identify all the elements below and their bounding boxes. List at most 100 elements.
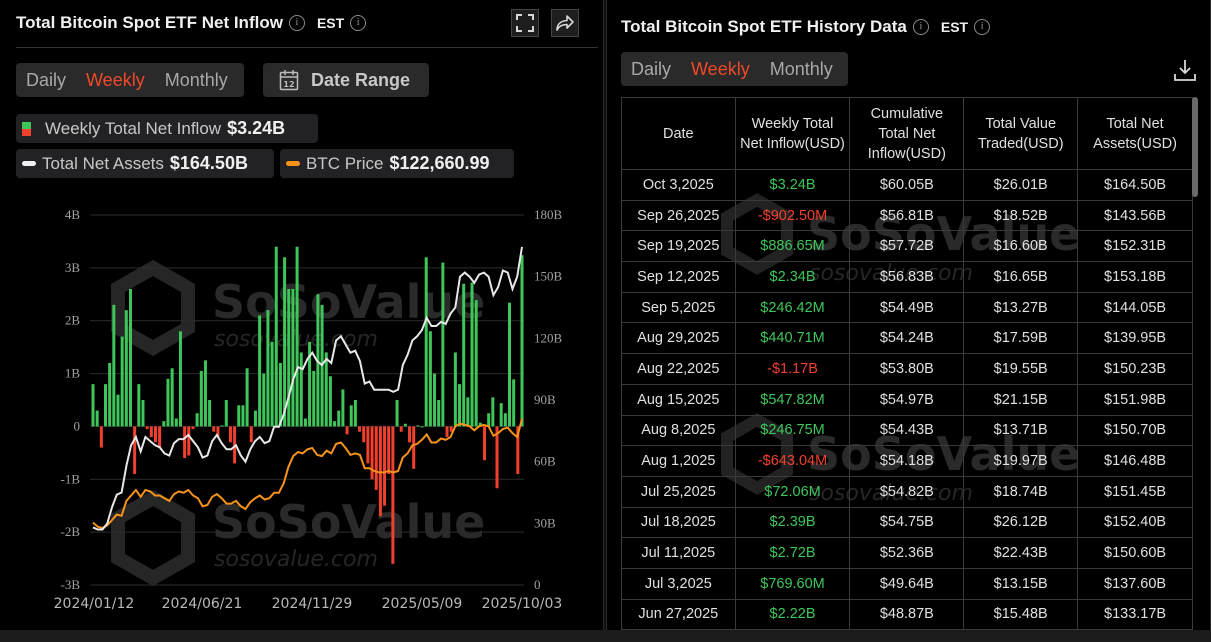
cell-weekly-inflow: -$1.17B bbox=[734, 353, 851, 385]
tab-monthly[interactable]: Monthly bbox=[164, 69, 228, 90]
cell-cumulative-inflow: $54.97B bbox=[849, 384, 965, 416]
svg-text:12: 12 bbox=[283, 80, 294, 89]
cell-net-assets: $152.31B bbox=[1077, 230, 1193, 263]
cell-value-traded: $19.55B bbox=[963, 353, 1079, 385]
table-row[interactable]: Oct 3,2025 $3.24B $60.05B $26.01B $164.50B bbox=[621, 169, 1193, 201]
table-header: Total Bitcoin Spot ETF History Data i ES… bbox=[621, 17, 991, 37]
cell-value-traded: $17.59B bbox=[963, 322, 1079, 355]
cell-value-traded: $18.52B bbox=[963, 200, 1079, 232]
cell-weekly-inflow: $547.82M bbox=[734, 384, 851, 416]
svg-text:90B: 90B bbox=[534, 392, 556, 407]
cell-date: Jun 27,2025 bbox=[621, 599, 736, 630]
watermark-url-2: sosovalue.com bbox=[214, 547, 378, 572]
svg-text:2024/06/21: 2024/06/21 bbox=[162, 596, 243, 612]
watermark-logo-icon bbox=[111, 259, 195, 587]
table-row[interactable]: Jul 18,2025 $2.39B $54.75B $26.12B $152.40B bbox=[621, 507, 1193, 539]
cell-net-assets: $150.70B bbox=[1077, 415, 1193, 447]
cell-cumulative-inflow: $54.18B bbox=[849, 445, 965, 477]
col-value-traded[interactable]: Total Value Traded(USD) bbox=[963, 97, 1079, 170]
cell-value-traded: $16.60B bbox=[963, 230, 1079, 263]
share-button[interactable] bbox=[551, 9, 579, 37]
cell-cumulative-inflow: $57.72B bbox=[849, 230, 965, 263]
tab-weekly[interactable]: Weekly bbox=[691, 58, 750, 79]
fullscreen-button[interactable] bbox=[511, 9, 539, 37]
table-row[interactable]: Jul 25,2025 $72.06M $54.82B $18.74B $151.45B bbox=[621, 476, 1193, 508]
cell-date: Aug 8,2025 bbox=[621, 415, 736, 447]
cell-net-assets: $139.95B bbox=[1077, 322, 1193, 355]
cell-net-assets: $151.98B bbox=[1077, 384, 1193, 416]
tab-daily[interactable]: Daily bbox=[26, 69, 67, 90]
col-net-assets[interactable]: Total Net Assets(USD) bbox=[1077, 97, 1193, 170]
table-period-tabs: Daily Weekly Monthly bbox=[621, 52, 848, 86]
cell-net-assets: $143.56B bbox=[1077, 200, 1193, 232]
cell-value-traded: $26.12B bbox=[963, 507, 1079, 539]
cell-weekly-inflow: -$643.04M bbox=[734, 445, 851, 477]
cell-weekly-inflow: $2.22B bbox=[734, 599, 851, 630]
cell-cumulative-inflow: $54.24B bbox=[849, 322, 965, 355]
history-data-panel: Total Bitcoin Spot ETF History Data i ES… bbox=[606, 0, 1211, 630]
cell-cumulative-inflow: $48.87B bbox=[849, 599, 965, 630]
svg-text:2025/05/09: 2025/05/09 bbox=[382, 596, 463, 612]
cell-cumulative-inflow: $53.80B bbox=[849, 353, 965, 385]
col-cumulative-inflow[interactable]: Cumulative Total Net Inflow(USD) bbox=[849, 97, 965, 170]
cell-value-traded: $19.97B bbox=[963, 445, 1079, 477]
cell-value-traded: $18.74B bbox=[963, 476, 1079, 508]
chart-title: Total Bitcoin Spot ETF Net Inflow bbox=[16, 13, 283, 32]
table-scrollbar[interactable] bbox=[1192, 97, 1198, 197]
info-icon[interactable]: i bbox=[912, 19, 929, 35]
col-date[interactable]: Date bbox=[621, 97, 736, 170]
table-row[interactable]: Jul 11,2025 $2.72B $52.36B $22.43B $150.60B bbox=[621, 537, 1193, 569]
cell-weekly-inflow: -$902.50M bbox=[734, 200, 851, 232]
table-row[interactable]: Sep 5,2025 $246.42M $54.49B $13.27B $144.05B bbox=[621, 292, 1193, 324]
date-range-label: Date Range bbox=[311, 69, 411, 90]
net-inflow-chart[interactable]: SoSoValue sosovalue.com SoSoValue sosova… bbox=[0, 195, 604, 615]
cell-net-assets: $164.50B bbox=[1077, 169, 1193, 201]
cell-net-assets: $150.60B bbox=[1077, 537, 1193, 569]
bottom-strip bbox=[0, 630, 1211, 642]
table-row[interactable]: Aug 8,2025 $246.75M $54.43B $13.71B $150.70B bbox=[621, 415, 1193, 447]
cell-net-assets: $146.48B bbox=[1077, 445, 1193, 477]
table-row[interactable]: Sep 26,2025 -$902.50M $56.81B $18.52B $143.5… bbox=[621, 200, 1193, 232]
tab-daily[interactable]: Daily bbox=[631, 58, 672, 79]
cell-net-assets: $151.45B bbox=[1077, 476, 1193, 508]
cell-cumulative-inflow: $52.36B bbox=[849, 537, 965, 569]
timezone-info-icon[interactable]: i bbox=[350, 15, 367, 31]
svg-text:2024/01/12: 2024/01/12 bbox=[54, 596, 135, 612]
cell-weekly-inflow: $886.65M bbox=[734, 230, 851, 263]
table-row[interactable]: Jun 27,2025 $2.22B $48.87B $15.48B $133.17B bbox=[621, 599, 1193, 630]
legend-weekly-inflow[interactable]: Weekly Total Net Inflow $3.24B bbox=[16, 114, 318, 143]
cell-cumulative-inflow: $60.05B bbox=[849, 169, 965, 201]
table-row[interactable]: Aug 1,2025 -$643.04M $54.18B $19.97B $146.48… bbox=[621, 445, 1193, 477]
table-row[interactable]: Aug 29,2025 $440.71M $54.24B $17.59B $139.95… bbox=[621, 322, 1193, 355]
date-range-button[interactable]: 12 Date Range bbox=[263, 63, 429, 97]
timezone-info-icon[interactable]: i bbox=[974, 19, 991, 35]
svg-text:2B: 2B bbox=[65, 313, 81, 328]
tab-weekly[interactable]: Weekly bbox=[86, 69, 145, 90]
calendar-icon: 12 bbox=[279, 70, 299, 91]
table-row[interactable]: Aug 15,2025 $547.82M $54.97B $21.15B $151.98… bbox=[621, 384, 1193, 416]
net-inflow-panel: Total Bitcoin Spot ETF Net Inflow i EST … bbox=[0, 0, 604, 630]
cell-net-assets: $137.60B bbox=[1077, 568, 1193, 600]
cell-date: Jul 3,2025 bbox=[621, 568, 736, 600]
history-table: Date Weekly Total Net Inflow(USD) Cumula… bbox=[621, 97, 1193, 630]
history-table-container[interactable]: Date Weekly Total Net Inflow(USD) Cumula… bbox=[621, 97, 1193, 630]
table-row[interactable]: Jul 3,2025 $769.60M $49.64B $13.15B $137.60B bbox=[621, 568, 1193, 600]
inflow-bars bbox=[91, 246, 524, 564]
col-weekly-inflow[interactable]: Weekly Total Net Inflow(USD) bbox=[734, 97, 851, 170]
cell-cumulative-inflow: $56.83B bbox=[849, 261, 965, 293]
legend-btc-price[interactable]: BTC Price $122,660.99 bbox=[280, 149, 514, 178]
tab-monthly[interactable]: Monthly bbox=[769, 58, 833, 79]
cell-date: Jul 11,2025 bbox=[621, 537, 736, 569]
legend-total-net-assets[interactable]: Total Net Assets $164.50B bbox=[16, 149, 274, 178]
cell-value-traded: $13.15B bbox=[963, 568, 1079, 600]
cell-net-assets: $150.23B bbox=[1077, 353, 1193, 385]
timezone-label: EST bbox=[316, 15, 345, 31]
table-row[interactable]: Aug 22,2025 -$1.17B $53.80B $19.55B $150.23B bbox=[621, 353, 1193, 385]
table-row[interactable]: Sep 19,2025 $886.65M $57.72B $16.60B $152.31… bbox=[621, 230, 1193, 263]
download-button[interactable] bbox=[1173, 58, 1197, 82]
table-header-row: Date Weekly Total Net Inflow(USD) Cumula… bbox=[621, 97, 1193, 170]
info-icon[interactable]: i bbox=[288, 15, 305, 31]
svg-text:4B: 4B bbox=[65, 207, 81, 222]
table-row[interactable]: Sep 12,2025 $2.34B $56.83B $16.65B $153.18B bbox=[621, 261, 1193, 293]
cell-cumulative-inflow: $49.64B bbox=[849, 568, 965, 600]
